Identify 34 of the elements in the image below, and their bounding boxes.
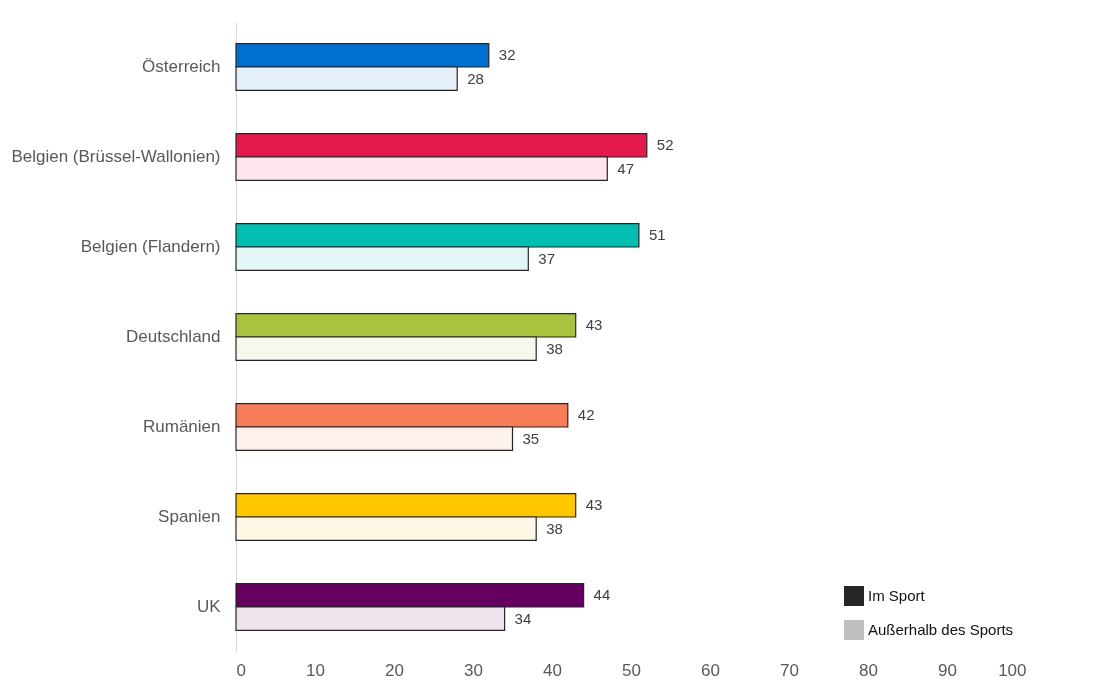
y-tick-label: Spanien [158, 507, 221, 526]
data-label: 35 [522, 429, 540, 447]
x-tick-label: 70 [780, 660, 799, 680]
data-label: 43 [585, 316, 603, 334]
data-label: 32 [498, 46, 516, 64]
x-tick-label: 0 [236, 660, 246, 680]
x-tick-label: 90 [938, 660, 957, 680]
y-tick-label: UK [196, 597, 222, 616]
x-tick-label: 30 [464, 660, 483, 680]
y-tick-label: Belgien (Flandern) [80, 237, 221, 256]
data-label: 28 [467, 69, 484, 87]
text: Im Sport [868, 587, 926, 604]
y-tick-label: Deutschland [125, 327, 221, 346]
data-label: 44 [593, 586, 611, 604]
data-label: 47 [617, 159, 634, 177]
x-tick-label: 80 [859, 660, 878, 680]
y-tick-label: Österreich [142, 57, 221, 76]
data-label: 34 [514, 609, 532, 627]
x-tick-label: 50 [622, 660, 641, 680]
data-label: 38 [546, 339, 563, 357]
x-tick-label: 60 [701, 660, 720, 680]
data-label: 52 [656, 136, 674, 154]
x-tick-label: 10 [306, 660, 325, 680]
y-tick-label: Rumänien [143, 417, 221, 436]
data-label: 51 [648, 226, 666, 244]
x-tick-label: 40 [543, 660, 562, 680]
data-label: 38 [546, 519, 563, 537]
text: Außerhalb des Sports [868, 621, 1014, 638]
data-label: 43 [585, 496, 603, 514]
x-tick-label: 20 [385, 660, 404, 680]
data-label: 42 [577, 406, 595, 424]
x-tick-label: 100 [998, 660, 1027, 680]
data-label: 37 [538, 249, 555, 267]
y-tick-label: Belgien (Brüssel-Wallonien) [11, 147, 221, 166]
